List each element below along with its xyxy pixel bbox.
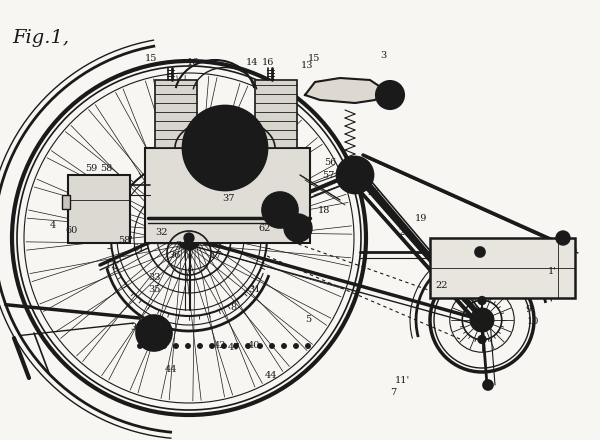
Circle shape	[305, 344, 311, 348]
Text: 57: 57	[322, 171, 334, 180]
Text: 45: 45	[278, 201, 290, 209]
Circle shape	[478, 297, 486, 304]
Text: 17: 17	[210, 250, 223, 260]
Circle shape	[221, 344, 227, 348]
Text: 9: 9	[525, 305, 531, 315]
Circle shape	[483, 380, 493, 390]
Circle shape	[137, 344, 143, 348]
Circle shape	[209, 344, 215, 348]
Text: 14: 14	[246, 58, 259, 66]
Text: 4: 4	[50, 220, 56, 230]
Text: 11': 11'	[105, 260, 120, 269]
Text: 10: 10	[527, 318, 539, 326]
Text: 47: 47	[228, 344, 241, 352]
Circle shape	[144, 323, 164, 343]
Circle shape	[195, 118, 255, 178]
Circle shape	[262, 192, 298, 228]
Circle shape	[284, 214, 312, 242]
Text: 1': 1'	[548, 268, 557, 276]
Circle shape	[184, 233, 194, 243]
Bar	[68, 175, 130, 243]
Text: 2: 2	[336, 173, 342, 183]
Text: 40: 40	[248, 341, 260, 349]
Text: 33: 33	[148, 274, 161, 282]
Text: 8: 8	[230, 304, 236, 312]
Text: 16: 16	[262, 58, 274, 66]
Circle shape	[233, 344, 239, 348]
Text: 42: 42	[214, 341, 227, 349]
Text: 60: 60	[65, 225, 77, 235]
Text: 18: 18	[318, 205, 331, 214]
Text: 34: 34	[175, 241, 187, 249]
Circle shape	[269, 199, 291, 221]
Text: 56: 56	[324, 158, 336, 166]
Circle shape	[245, 344, 251, 348]
Circle shape	[136, 315, 172, 351]
Text: 3: 3	[380, 51, 386, 59]
Circle shape	[281, 344, 287, 348]
Text: 31: 31	[248, 286, 260, 294]
Text: 11: 11	[285, 210, 298, 220]
Text: 59: 59	[85, 164, 97, 172]
Text: 36: 36	[168, 250, 181, 260]
Text: 58': 58'	[118, 235, 133, 245]
Circle shape	[382, 87, 398, 103]
Circle shape	[337, 157, 373, 193]
Bar	[155, 80, 197, 148]
Text: 13: 13	[301, 61, 314, 70]
Bar	[62, 195, 70, 209]
Text: 62: 62	[258, 224, 271, 232]
Text: 35: 35	[148, 286, 160, 294]
Text: 15: 15	[145, 54, 157, 62]
Circle shape	[269, 344, 275, 348]
Circle shape	[376, 81, 404, 109]
Text: 44: 44	[165, 366, 178, 374]
Circle shape	[161, 344, 167, 348]
Circle shape	[475, 247, 485, 257]
Text: 19: 19	[415, 213, 427, 223]
Text: Fig.1,: Fig.1,	[12, 29, 69, 47]
Text: 61: 61	[132, 243, 145, 253]
Text: 11': 11'	[395, 375, 410, 385]
Text: 23: 23	[367, 187, 380, 197]
Text: 32: 32	[155, 227, 167, 237]
Circle shape	[478, 335, 486, 344]
Bar	[145, 148, 310, 243]
Bar	[430, 238, 575, 298]
Circle shape	[183, 106, 267, 190]
Text: 58: 58	[100, 164, 112, 172]
Circle shape	[477, 315, 487, 325]
Circle shape	[178, 227, 200, 249]
Circle shape	[173, 344, 179, 348]
Bar	[255, 80, 297, 148]
Text: 7: 7	[390, 388, 396, 396]
Text: 16: 16	[187, 58, 199, 66]
Text: 44: 44	[265, 370, 277, 379]
Polygon shape	[305, 78, 385, 103]
Circle shape	[470, 308, 493, 331]
Text: 37: 37	[222, 194, 235, 202]
Text: 15: 15	[308, 54, 320, 62]
Circle shape	[215, 138, 235, 158]
Text: 21: 21	[398, 227, 410, 237]
Circle shape	[185, 344, 191, 348]
Circle shape	[556, 231, 570, 245]
Circle shape	[197, 344, 203, 348]
Text: 5: 5	[305, 315, 311, 324]
Text: 46: 46	[298, 217, 310, 227]
Text: 22: 22	[435, 281, 448, 290]
Circle shape	[257, 344, 263, 348]
Circle shape	[345, 165, 365, 185]
Circle shape	[149, 344, 155, 348]
Text: 39: 39	[130, 323, 142, 333]
Circle shape	[293, 344, 299, 348]
